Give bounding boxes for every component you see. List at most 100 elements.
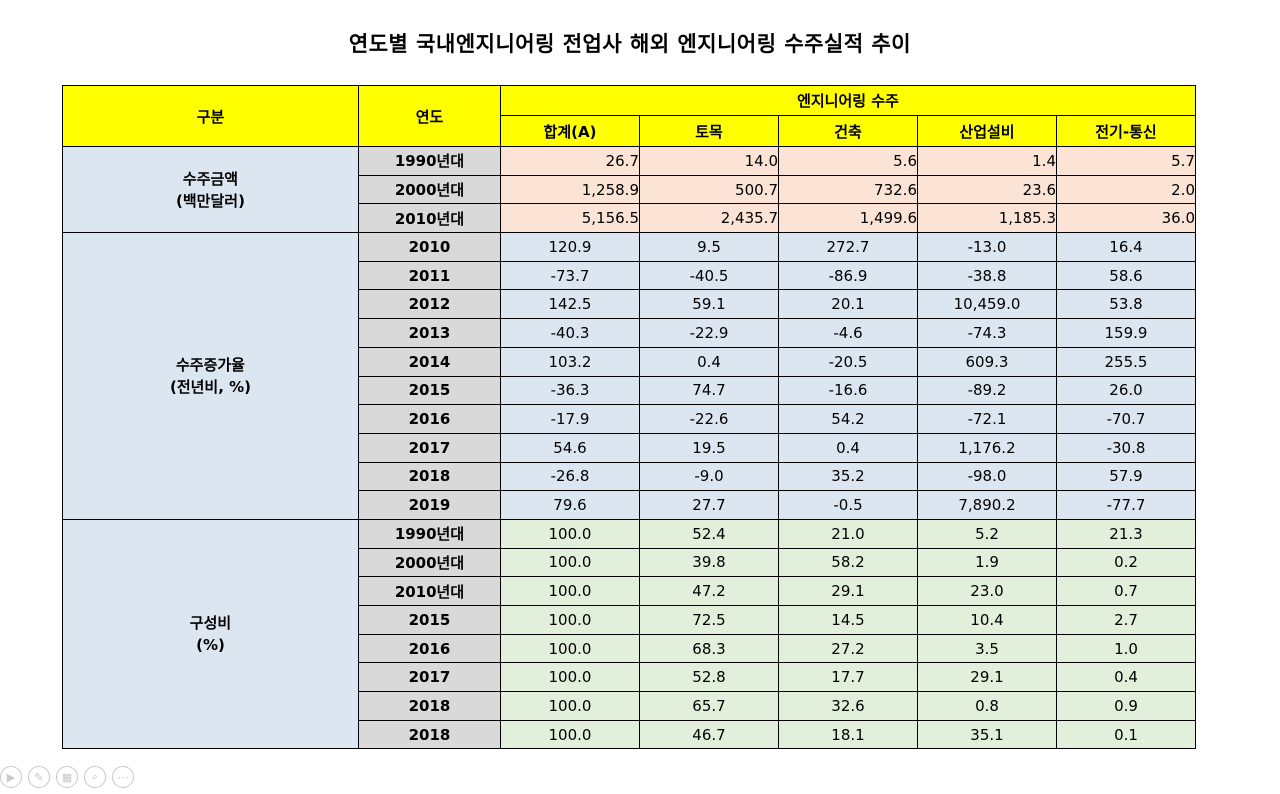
- year-cell: 2018: [358, 691, 501, 721]
- value-cell: 65.7: [639, 691, 779, 721]
- value-cell: -98.0: [917, 461, 1057, 492]
- section-label-line2: (백만달러): [176, 191, 245, 210]
- value-cell: 68.3: [639, 633, 779, 664]
- value-cell: 29.1: [778, 576, 918, 606]
- header-year: 연도: [358, 85, 501, 147]
- header-col-building: 건축: [778, 115, 918, 147]
- value-cell: 35.1: [917, 719, 1057, 750]
- value-cell: 5.6: [778, 146, 918, 176]
- orders-table: 구분 연도 엔지니어링 수주 합계(A) 토목 건축 산업설비 전기-통신 수주…: [62, 85, 1196, 750]
- value-cell: 26.7: [500, 146, 640, 176]
- section-label-line2: (전년비, %): [169, 378, 252, 396]
- section-label-growth-rate: 수주증가율 (전년비, %): [62, 232, 359, 520]
- value-cell: 100.0: [500, 547, 640, 578]
- value-cell: 100.0: [500, 719, 640, 750]
- value-cell: -30.8: [1056, 432, 1196, 463]
- slide-toolbar: ▶ ✎ ▦ ⌕ ⋯: [0, 762, 134, 792]
- value-cell: 39.8: [639, 547, 779, 578]
- value-cell: 10.4: [917, 605, 1057, 635]
- header-col-electric: 전기-통신: [1056, 115, 1196, 147]
- value-cell: 255.5: [1056, 346, 1196, 377]
- value-cell: 14.0: [639, 146, 779, 176]
- value-cell: -0.5: [778, 490, 918, 520]
- zoom-icon[interactable]: ⌕: [84, 766, 106, 788]
- section-label-line1: 구성비: [189, 614, 232, 633]
- value-cell: 5.7: [1056, 146, 1196, 176]
- value-cell: 32.6: [778, 691, 918, 721]
- header-col-total: 합계(A): [500, 115, 640, 147]
- value-cell: 1,176.2: [917, 432, 1057, 463]
- table-row: 수주증가율 (전년비, %) 2010 120.9 9.5 272.7 -13.0 16.4: [62, 232, 1196, 520]
- value-cell: -9.0: [639, 461, 779, 492]
- value-cell: 0.4: [1056, 662, 1196, 693]
- value-cell: 103.2: [500, 346, 640, 377]
- pen-icon[interactable]: ✎: [28, 766, 50, 788]
- value-cell: 52.8: [639, 662, 779, 693]
- value-cell: 10,459.0: [917, 289, 1057, 320]
- value-cell: 159.9: [1056, 318, 1196, 348]
- value-cell: -40.5: [639, 260, 779, 291]
- value-cell: 23.0: [917, 576, 1057, 606]
- table-row: 2013 -40.3 -22.9 -4.6 -74.3 159.9: [63, 318, 1196, 348]
- value-cell: -38.8: [917, 260, 1057, 291]
- value-cell: 14.5: [778, 605, 918, 635]
- value-cell: 53.8: [1056, 289, 1196, 320]
- section-label-line1: 수주금액: [182, 169, 239, 188]
- value-cell: 36.0: [1056, 203, 1196, 234]
- page-title: 연도별 국내엔지니어링 전업사 해외 엔지니어링 수주실적 추이: [348, 32, 912, 56]
- table-row: 2018 -26.8 -9.0 35.2 -98.0 57.9: [63, 461, 1196, 492]
- year-cell: 2012: [358, 289, 501, 320]
- value-cell: -89.2: [917, 375, 1057, 406]
- table-row: 2019 79.6 27.7 -0.5 7,890.2 -77.7: [63, 490, 1196, 520]
- slides-icon[interactable]: ▦: [56, 766, 78, 788]
- value-cell: 1,499.6: [778, 203, 918, 234]
- year-cell: 1990년대: [358, 518, 501, 549]
- year-cell: 2000년대: [358, 547, 501, 578]
- value-cell: 120.9: [500, 232, 640, 262]
- value-cell: 72.5: [639, 605, 779, 635]
- value-cell: -20.5: [778, 346, 918, 377]
- value-cell: 100.0: [500, 633, 640, 664]
- year-cell: 2018: [358, 719, 501, 750]
- table-row: 2017 54.6 19.5 0.4 1,176.2 -30.8: [63, 432, 1196, 463]
- play-icon[interactable]: ▶: [0, 766, 22, 788]
- value-cell: 0.8: [917, 691, 1057, 721]
- value-cell: 79.6: [500, 490, 640, 520]
- value-cell: -36.3: [500, 375, 640, 406]
- value-cell: 3.5: [917, 633, 1057, 664]
- value-cell: 1,258.9: [500, 174, 640, 205]
- header-category: 구분: [62, 85, 359, 147]
- value-cell: 732.6: [778, 174, 918, 205]
- value-cell: 1.4: [917, 146, 1057, 176]
- value-cell: 57.9: [1056, 461, 1196, 492]
- value-cell: 52.4: [639, 518, 779, 549]
- more-icon[interactable]: ⋯: [112, 766, 134, 788]
- value-cell: 20.1: [778, 289, 918, 320]
- value-cell: 58.2: [778, 547, 918, 578]
- year-cell: 2016: [358, 633, 501, 664]
- value-cell: 0.4: [639, 346, 779, 377]
- value-cell: 35.2: [778, 461, 918, 492]
- section-label-line2: (%): [196, 636, 225, 655]
- value-cell: -16.6: [778, 375, 918, 406]
- value-cell: 29.1: [917, 662, 1057, 693]
- value-cell: 16.4: [1056, 232, 1196, 262]
- value-cell: 100.0: [500, 518, 640, 549]
- value-cell: 0.1: [1056, 719, 1196, 750]
- value-cell: -77.7: [1056, 490, 1196, 520]
- value-cell: 17.7: [778, 662, 918, 693]
- value-cell: -22.6: [639, 404, 779, 434]
- value-cell: 23.6: [917, 174, 1057, 205]
- year-cell: 2017: [358, 432, 501, 463]
- year-cell: 2016: [358, 404, 501, 434]
- value-cell: 142.5: [500, 289, 640, 320]
- value-cell: 47.2: [639, 576, 779, 606]
- value-cell: 9.5: [639, 232, 779, 262]
- value-cell: 27.2: [778, 633, 918, 664]
- table-row: 구성비 (%) 1990년대 100.0 52.4 21.0 5.2 21.3: [62, 518, 1196, 750]
- value-cell: 46.7: [639, 719, 779, 750]
- table-row: 수주금액 (백만달러) 1990년대 26.7 14.0 5.6 1.4 5.7: [62, 145, 1196, 234]
- year-cell: 2000년대: [358, 174, 501, 205]
- value-cell: 100.0: [500, 691, 640, 721]
- year-cell: 2017: [358, 662, 501, 693]
